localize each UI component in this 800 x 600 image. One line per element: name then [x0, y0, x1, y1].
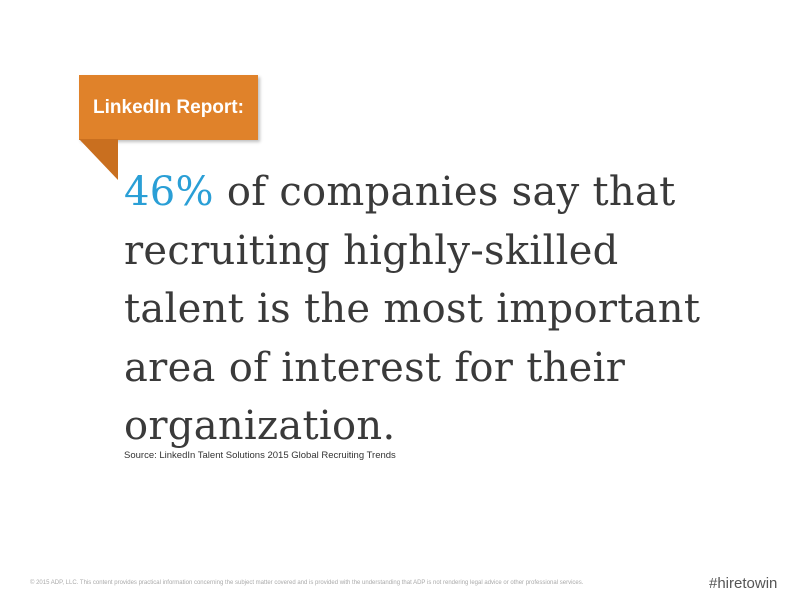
- footer-disclaimer: © 2015 ADP, LLC. This content provides p…: [30, 580, 584, 586]
- banner-label: LinkedIn Report:: [93, 96, 244, 118]
- headline-stat: 46%: [124, 169, 214, 215]
- banner-tail: [79, 139, 118, 180]
- headline: 46% of companies say that recruiting hig…: [124, 163, 724, 456]
- source-citation: Source: LinkedIn Talent Solutions 2015 G…: [124, 450, 396, 461]
- linkedin-report-banner: LinkedIn Report:: [79, 75, 258, 140]
- hashtag: #hiretowin: [709, 575, 778, 592]
- headline-text: of companies say that recruiting highly-…: [124, 169, 701, 449]
